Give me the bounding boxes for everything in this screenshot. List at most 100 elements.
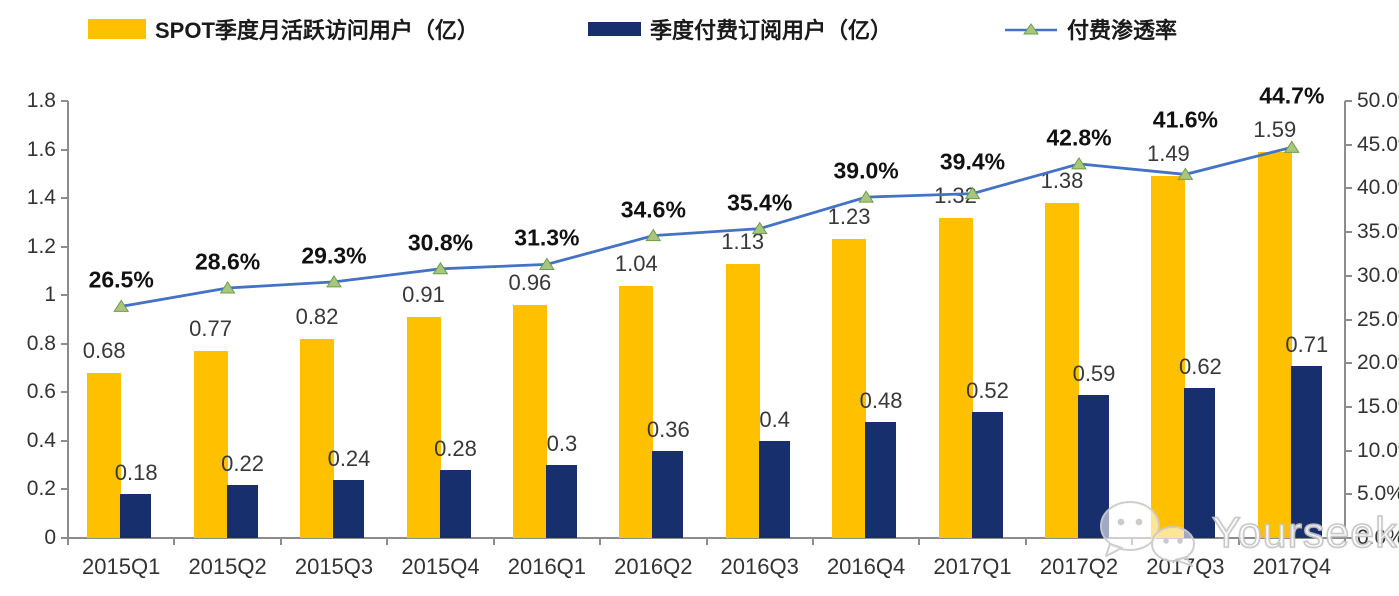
bar-label-mau: 1.49 <box>1146 141 1190 167</box>
bar-label-subscribers: 0.18 <box>114 460 158 486</box>
y-right-tick-label: 15.0% <box>1357 394 1399 418</box>
legend-swatch-subscribers <box>588 22 641 36</box>
legend-label-penetration: 付费渗透率 <box>1067 18 1178 43</box>
penetration-label: 44.7% <box>1259 82 1325 109</box>
x-axis-tick <box>1237 538 1240 545</box>
x-axis-tick <box>705 538 708 545</box>
bar-mau <box>406 317 441 538</box>
x-tick-label: 2017Q2 <box>1039 554 1119 579</box>
x-axis-tick <box>1344 538 1346 545</box>
legend-item-mau: SPOT季度月活跃访问用户（亿） <box>88 12 479 46</box>
penetration-label: 29.3% <box>301 242 367 269</box>
x-axis-tick <box>173 538 176 545</box>
y-left-tick <box>61 391 68 394</box>
y-right-tick <box>1345 274 1352 277</box>
bar-mau <box>193 351 228 538</box>
y-right-tick <box>1345 187 1352 190</box>
y-left-tick-label: 0.4 <box>26 428 56 452</box>
y-right-tick <box>1345 405 1352 408</box>
y-left-axis-line <box>67 101 69 539</box>
x-axis-tick <box>279 538 282 545</box>
x-axis-tick <box>811 538 814 545</box>
line-triangle-icon <box>1005 23 1057 35</box>
legend-item-penetration: 付费渗透率 <box>1004 12 1177 46</box>
bar-label-mau: 0.96 <box>508 269 552 295</box>
penetration-label: 41.6% <box>1152 106 1218 133</box>
x-tick-label: 2015Q2 <box>188 554 267 579</box>
y-right-tick-label: 0.0% <box>1357 526 1399 549</box>
bar-subscribers <box>545 465 577 538</box>
y-right-tick-label: 50.0% <box>1357 89 1399 112</box>
triangle-marker <box>432 261 449 275</box>
y-left-tick-label: 1 <box>44 283 56 307</box>
y-left-tick-label: 0.8 <box>26 331 56 355</box>
bar-label-subscribers: 0.52 <box>966 377 1009 403</box>
legend-item-subscribers: 季度付费订阅用户（亿） <box>588 12 892 46</box>
x-tick-label: 2015Q4 <box>401 554 480 579</box>
penetration-label: 42.8% <box>1046 124 1112 151</box>
bar-label-mau: 1.04 <box>614 250 658 276</box>
bar-mau <box>725 263 760 538</box>
y-right-tick-label: 45.0% <box>1357 132 1399 156</box>
bar-subscribers <box>1290 365 1322 538</box>
x-axis-tick <box>1024 538 1027 545</box>
bar-label-subscribers: 0.28 <box>434 436 477 461</box>
y-right-tick-label: 40.0% <box>1357 176 1399 200</box>
y-right-tick <box>1345 449 1352 452</box>
triangle-marker <box>219 281 236 294</box>
penetration-label: 35.4% <box>727 189 793 216</box>
x-tick-label: 2016Q3 <box>720 554 799 579</box>
y-right-tick-label: 10.0% <box>1357 438 1399 462</box>
bar-label-mau: 1.23 <box>827 204 871 230</box>
bar-label-subscribers: 0.4 <box>759 406 790 432</box>
y-left-tick <box>61 148 68 151</box>
triangle-marker <box>858 190 875 203</box>
y-left-tick-label: 0.6 <box>26 380 56 404</box>
bar-subscribers <box>226 484 258 538</box>
y-right-tick <box>1345 100 1352 102</box>
bar-subscribers <box>758 440 790 538</box>
y-left-tick-label: 1.8 <box>26 89 56 112</box>
legend-label-subscribers: 季度付费订阅用户（亿） <box>650 18 893 43</box>
bar-label-mau: 1.13 <box>721 228 765 254</box>
x-tick-label: 2017Q3 <box>1146 554 1225 579</box>
penetration-line <box>120 145 1293 308</box>
bar-label-subscribers: 0.62 <box>1178 353 1222 379</box>
bar-mau <box>87 372 122 538</box>
penetration-label: 39.0% <box>833 157 899 184</box>
x-tick-label: 2016Q4 <box>826 554 906 579</box>
bar-label-mau: 0.91 <box>402 282 445 308</box>
x-tick-label: 2017Q4 <box>1252 554 1331 579</box>
penetration-label: 26.5% <box>88 266 154 293</box>
y-left-tick <box>61 245 68 248</box>
bar-mau <box>512 304 547 538</box>
y-left-tick <box>61 439 68 442</box>
x-axis-tick <box>67 538 69 545</box>
bar-label-subscribers: 0.71 <box>1285 331 1329 357</box>
bar-subscribers <box>1184 387 1216 538</box>
x-tick-label: 2016Q2 <box>614 554 693 579</box>
y-left-tick-label: 0 <box>44 526 56 549</box>
triangle-marker <box>113 299 130 312</box>
legend-label-mau: SPOT季度月活跃访问用户（亿） <box>155 18 479 43</box>
bar-subscribers <box>1078 394 1109 538</box>
penetration-label: 34.6% <box>620 196 686 223</box>
y-left-tick-label: 1.2 <box>26 234 56 258</box>
bar-label-mau: 1.59 <box>1253 117 1297 142</box>
y-right-tick <box>1345 493 1352 496</box>
triangle-marker <box>326 274 342 288</box>
y-left-tick-label: 1.6 <box>26 137 56 161</box>
penetration-label: 31.3% <box>514 224 580 251</box>
x-axis-tick <box>492 538 495 545</box>
bar-subscribers <box>971 411 1003 538</box>
bar-label-subscribers: 0.59 <box>1072 360 1116 386</box>
bar-label-mau: 1.32 <box>934 182 977 208</box>
bar-label-subscribers: 0.36 <box>646 416 690 442</box>
x-axis-tick <box>918 538 921 545</box>
y-left-tick <box>61 342 68 345</box>
legend-swatch-mau <box>88 19 146 39</box>
bar-subscribers <box>652 450 684 538</box>
penetration-label: 39.4% <box>939 148 1006 174</box>
y-left-tick <box>61 537 68 539</box>
